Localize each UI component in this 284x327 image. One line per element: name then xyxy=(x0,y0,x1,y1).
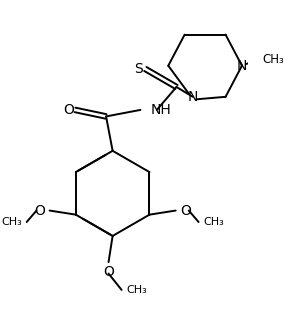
Text: S: S xyxy=(134,62,143,76)
Text: CH₃: CH₃ xyxy=(262,53,284,66)
Text: O: O xyxy=(63,103,74,117)
Text: CH₃: CH₃ xyxy=(1,217,22,227)
Text: O: O xyxy=(181,203,191,217)
Text: CH₃: CH₃ xyxy=(127,285,147,295)
Text: NH: NH xyxy=(150,103,171,117)
Text: N: N xyxy=(237,59,247,73)
Text: O: O xyxy=(103,266,114,279)
Text: O: O xyxy=(34,203,45,217)
Text: N: N xyxy=(188,90,198,104)
Text: CH₃: CH₃ xyxy=(204,217,224,227)
